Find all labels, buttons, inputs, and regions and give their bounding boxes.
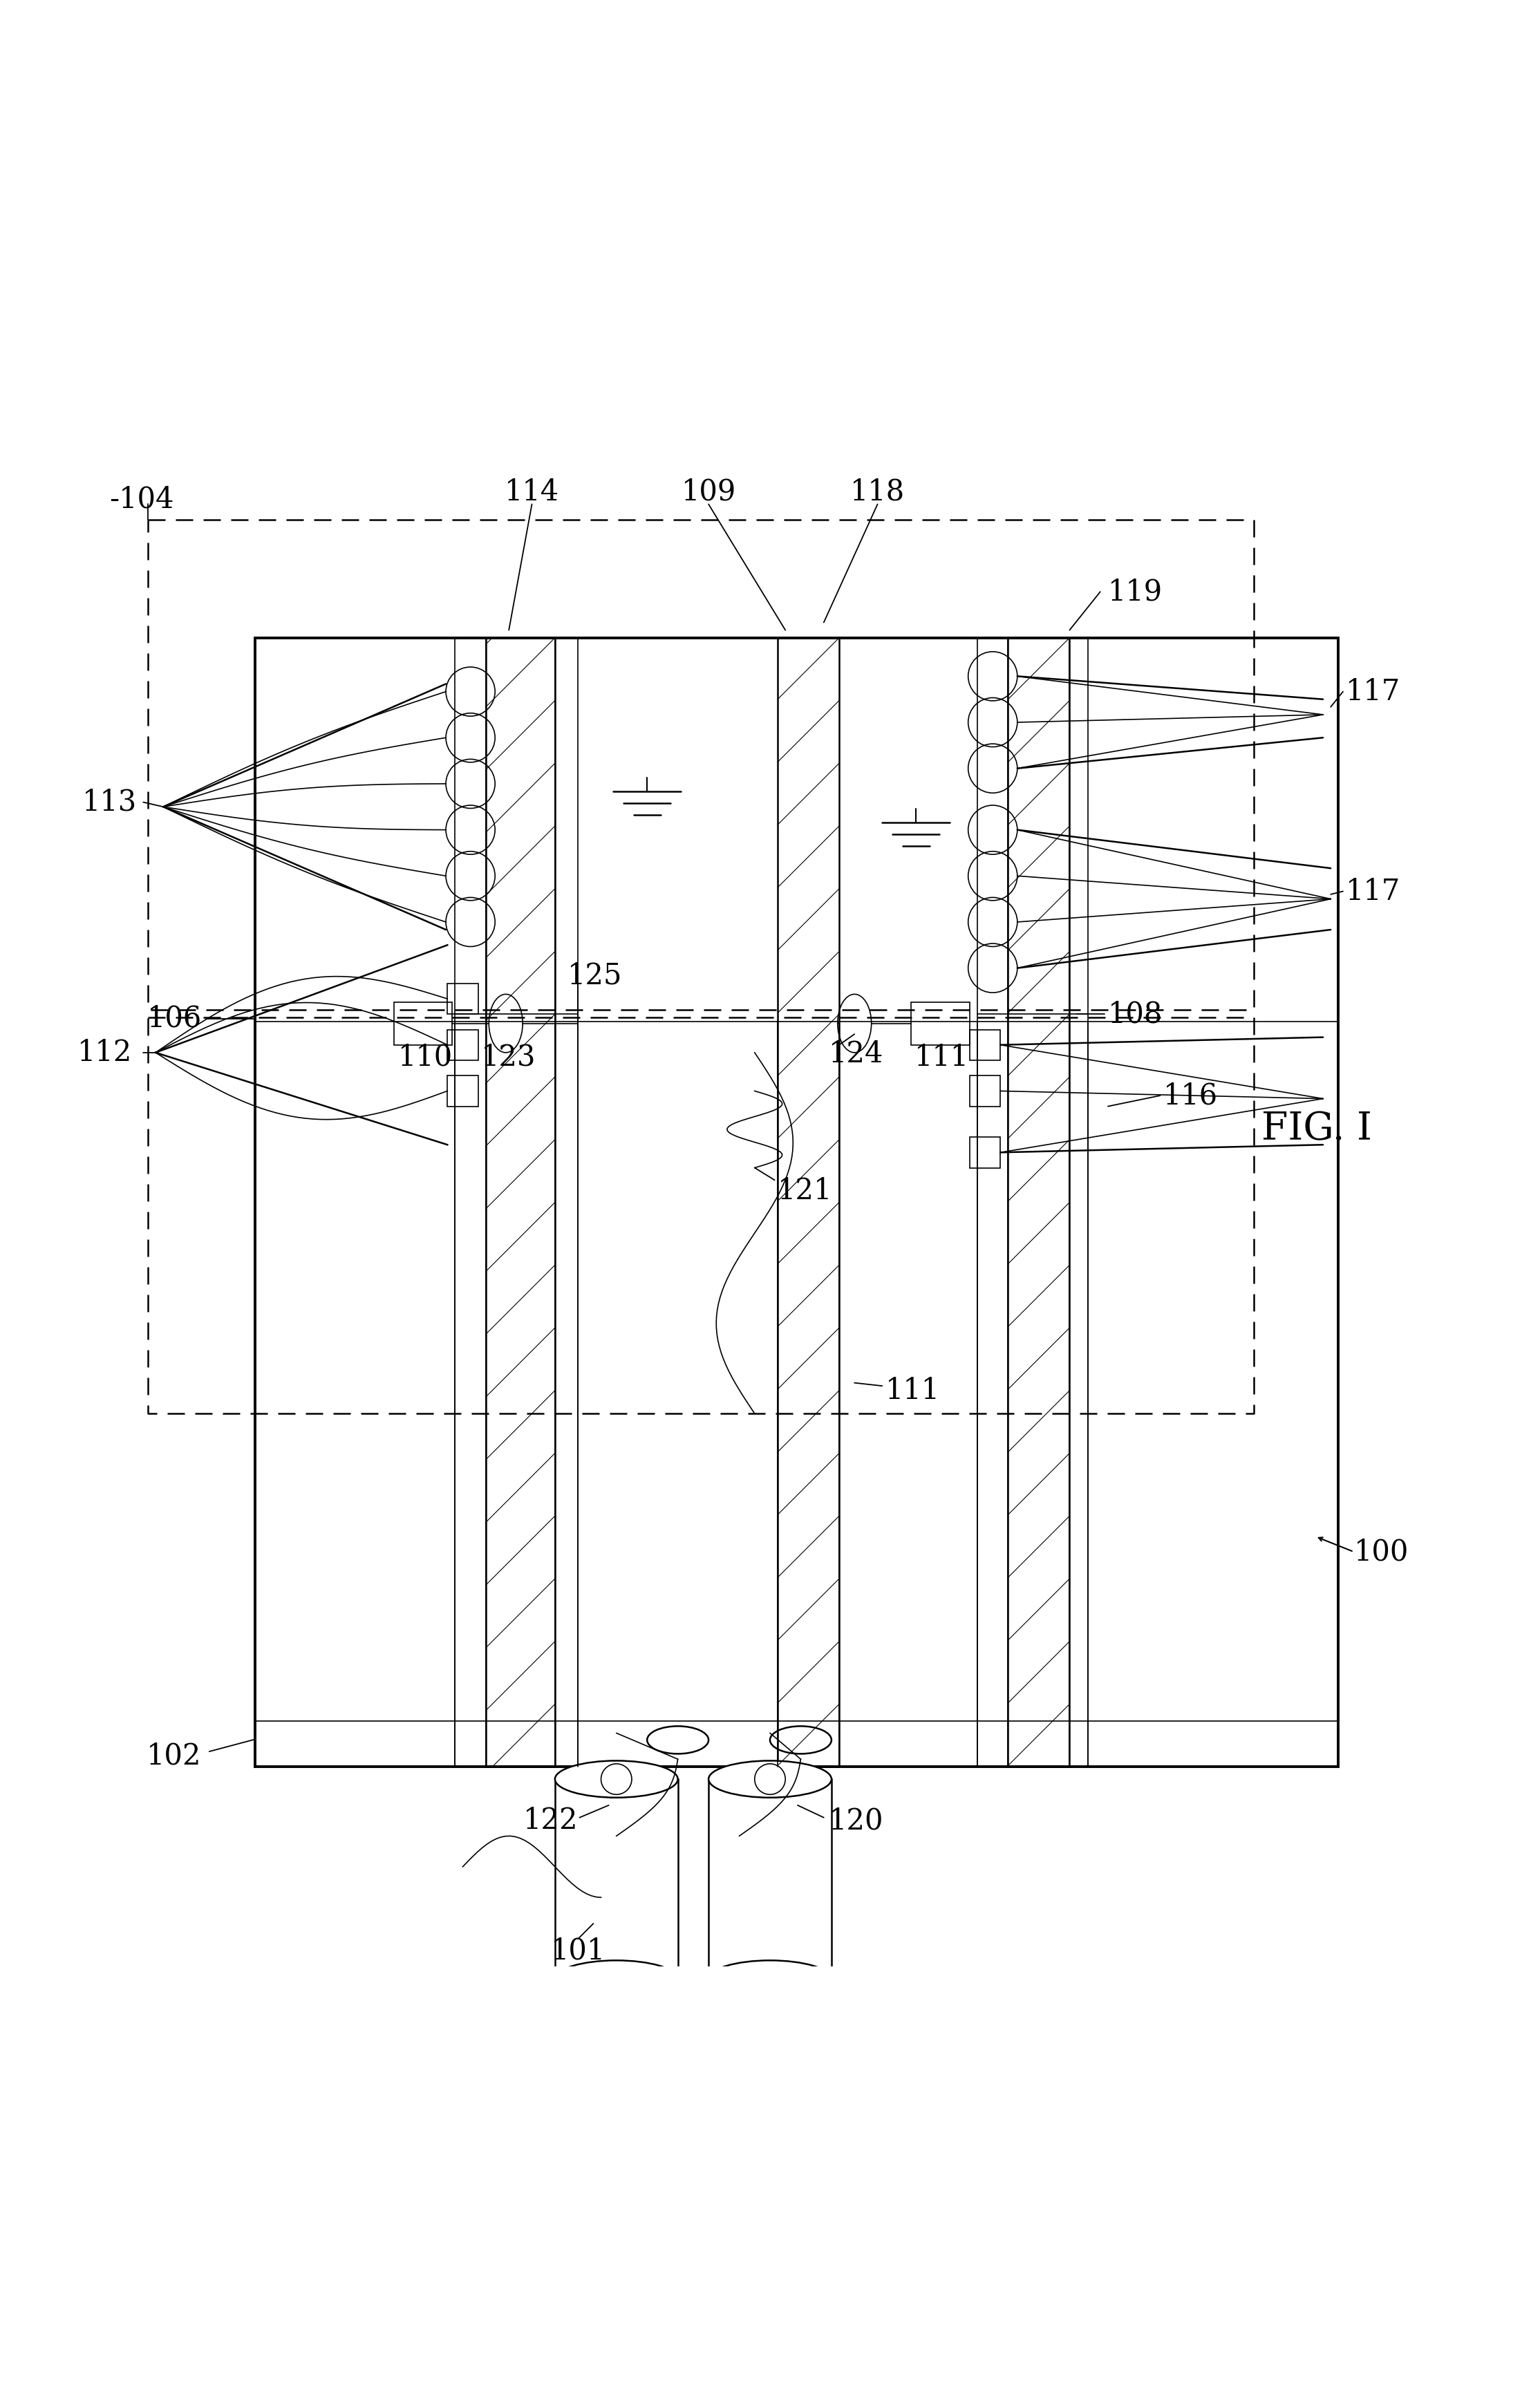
Text: 117: 117 [1346, 877, 1401, 906]
Text: 116: 116 [1163, 1081, 1218, 1110]
Text: 111: 111 [886, 1376, 939, 1405]
Text: 102: 102 [146, 1743, 202, 1771]
Text: 101: 101 [551, 1937, 605, 1966]
Bar [1009, 638, 1070, 1767]
Text: 110: 110 [399, 1043, 453, 1071]
Ellipse shape [708, 1961, 832, 1997]
Bar [970, 1031, 1001, 1059]
Text: 114: 114 [505, 477, 559, 506]
Bar [970, 1076, 1001, 1107]
Text: 119: 119 [1107, 578, 1163, 606]
Text: -104: -104 [109, 484, 174, 513]
Text: 122: 122 [524, 1805, 578, 1836]
Text: 117: 117 [1346, 676, 1401, 707]
Text: 121: 121 [778, 1177, 833, 1206]
Bar [448, 983, 477, 1014]
Bar [708, 1779, 832, 1980]
Bar [485, 638, 554, 1767]
Text: 108: 108 [1107, 1000, 1163, 1028]
Text: 111: 111 [915, 1043, 969, 1071]
Ellipse shape [554, 1762, 678, 1798]
Bar [554, 638, 578, 1767]
Text: 113: 113 [82, 789, 137, 817]
Text: 124: 124 [829, 1040, 884, 1069]
Bar [554, 1779, 678, 1980]
Text: 112: 112 [77, 1038, 132, 1067]
Ellipse shape [708, 1762, 832, 1798]
Text: 120: 120 [829, 1805, 884, 1836]
Bar [978, 638, 1009, 1767]
Text: 118: 118 [850, 477, 906, 506]
Bar [394, 1002, 453, 1045]
Bar [912, 1002, 970, 1045]
Bar [448, 1031, 477, 1059]
Text: FIG. I: FIG. I [1261, 1110, 1372, 1148]
Text: 106: 106 [146, 1004, 202, 1033]
Ellipse shape [554, 1961, 678, 1997]
Bar [456, 638, 485, 1767]
Text: 109: 109 [681, 477, 736, 506]
Bar [448, 1076, 477, 1107]
Bar [256, 638, 1338, 1767]
Text: 100: 100 [1354, 1536, 1409, 1565]
Bar [970, 1136, 1001, 1167]
Bar [1070, 638, 1087, 1767]
Bar [778, 638, 839, 1767]
Text: 125: 125 [567, 961, 622, 990]
Text: 123: 123 [480, 1043, 536, 1071]
